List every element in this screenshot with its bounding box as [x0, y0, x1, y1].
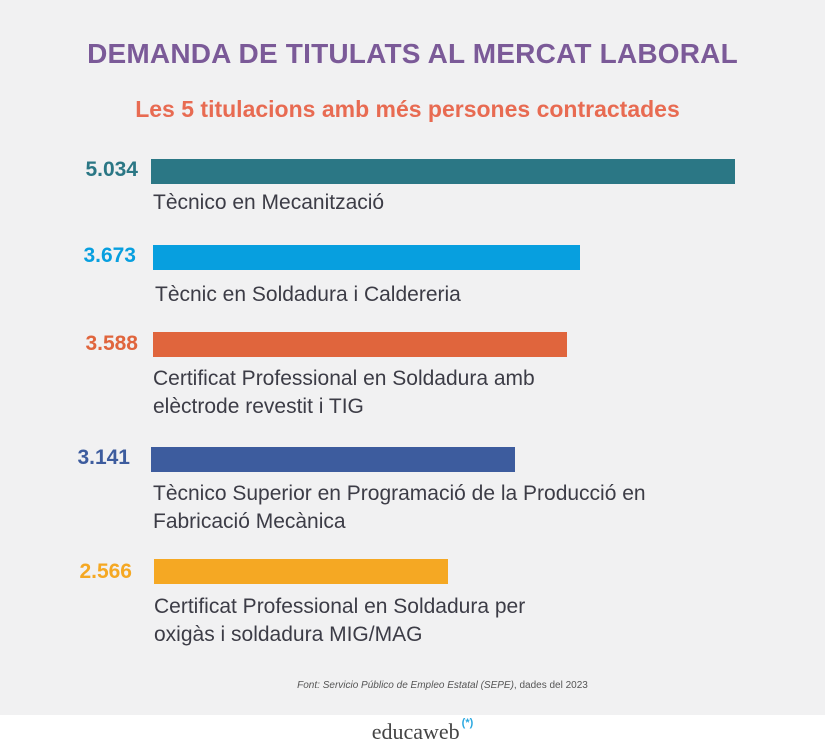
bar-value: 2.566 [79, 560, 132, 583]
source-note: Font: Servicio Público de Empleo Estatal… [297, 680, 588, 691]
bar-programacio-produccio [151, 447, 515, 472]
asterisk-icon: (*) [461, 717, 474, 729]
educaweb-logo: educaweb (*) [371, 717, 474, 744]
bar-value: 5.034 [85, 158, 138, 181]
bar-value: 3.588 [85, 332, 138, 355]
bar-value: 3.141 [77, 446, 130, 469]
bar-label: Tècnic en Soldadura i Caldereria [155, 283, 461, 306]
bar-mecanitzacio [151, 159, 735, 184]
footer-bar [0, 715, 825, 750]
chart-subtitle: Les 5 titulacions amb més persones contr… [135, 96, 680, 122]
bar-value: 3.673 [83, 244, 136, 267]
bar-label: Tècnico en Mecanització [153, 191, 385, 214]
bar-soldadura-tig [153, 332, 567, 357]
bar-label: Certificat Professional en Soldadura amb… [153, 367, 535, 418]
bar-soldadura-mig-mag [154, 559, 448, 584]
chart-title: DEMANDA DE TITULATS AL MERCAT LABORAL [87, 38, 738, 69]
bar-label: Tècnico Superior en Programació de la Pr… [153, 482, 646, 533]
bar-soldadura-caldereria [153, 245, 580, 270]
bar-label: Certificat Professional en Soldadura per… [154, 595, 526, 646]
